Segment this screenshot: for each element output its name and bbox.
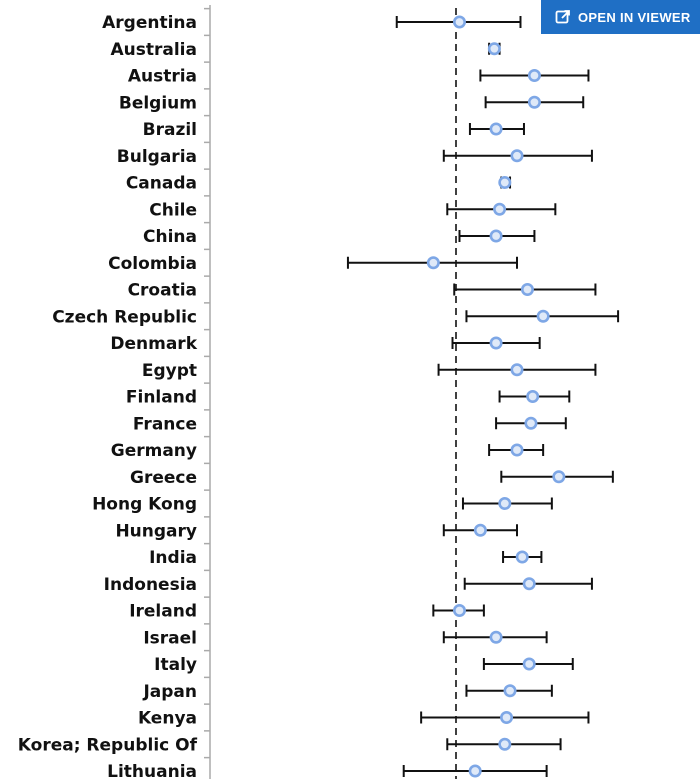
category-label: Hungary <box>115 521 197 541</box>
open-in-viewer-label: OPEN IN VIEWER <box>578 9 691 25</box>
category-label: Japan <box>142 682 197 702</box>
point-estimate[interactable] <box>500 710 514 724</box>
category-label: Indonesia <box>104 575 197 595</box>
point-estimate[interactable] <box>524 416 538 430</box>
point-estimate[interactable] <box>489 336 503 350</box>
point-estimate[interactable] <box>489 630 503 644</box>
category-label: Chile <box>149 200 197 220</box>
category-label: Australia <box>111 40 198 60</box>
category-label: Argentina <box>102 13 197 33</box>
point-estimate[interactable] <box>452 603 466 617</box>
category-label: Czech Republic <box>52 307 197 327</box>
point-estimate[interactable] <box>498 496 512 510</box>
point-estimate[interactable] <box>487 42 501 56</box>
open-external-icon <box>555 9 571 25</box>
category-label: China <box>143 227 197 247</box>
point-estimate[interactable] <box>520 282 534 296</box>
point-estimate[interactable] <box>526 389 540 403</box>
point-estimate[interactable] <box>493 202 507 216</box>
category-label: Finland <box>126 388 197 408</box>
open-in-viewer-button[interactable]: OPEN IN VIEWER <box>541 0 700 34</box>
category-label: Belgium <box>119 93 197 113</box>
category-label: France <box>133 414 197 434</box>
category-label: Hong Kong <box>92 495 197 515</box>
category-label: Colombia <box>108 254 197 274</box>
point-estimate[interactable] <box>473 523 487 537</box>
point-estimate[interactable] <box>515 550 529 564</box>
point-estimate[interactable] <box>536 309 550 323</box>
category-labels: Argentina Australia Austria Belgium Brazil Bu… <box>18 13 198 779</box>
category-label: Greece <box>130 468 197 488</box>
y-axis <box>204 5 211 779</box>
point-estimate[interactable] <box>510 149 524 163</box>
category-label: Austria <box>128 67 197 87</box>
point-estimate[interactable] <box>522 577 536 591</box>
point-estimate[interactable] <box>498 176 512 190</box>
category-label: Lithuania <box>107 762 197 779</box>
point-estimate[interactable] <box>452 15 466 29</box>
category-label: India <box>149 548 197 568</box>
category-label: Brazil <box>143 120 197 140</box>
point-estimate[interactable] <box>489 122 503 136</box>
category-label: Ireland <box>129 602 197 622</box>
point-estimate[interactable] <box>527 69 541 83</box>
point-estimate[interactable] <box>498 737 512 751</box>
point-estimate[interactable] <box>426 256 440 270</box>
point-estimate[interactable] <box>510 443 524 457</box>
category-label: Italy <box>154 655 197 675</box>
category-label: Canada <box>126 174 197 194</box>
point-estimate[interactable] <box>552 470 566 484</box>
point-estimate[interactable] <box>468 764 482 778</box>
point-estimate[interactable] <box>503 684 517 698</box>
error-bars <box>346 16 620 777</box>
category-label: Israel <box>143 628 197 648</box>
category-label: Bulgaria <box>117 147 197 167</box>
category-label: Germany <box>111 441 197 461</box>
point-estimate[interactable] <box>527 95 541 109</box>
category-label: Denmark <box>110 334 197 354</box>
point-estimate[interactable] <box>522 657 536 671</box>
point-estimate[interactable] <box>489 229 503 243</box>
category-label: Croatia <box>128 281 197 301</box>
point-estimate[interactable] <box>510 363 524 377</box>
category-label: Kenya <box>138 709 197 729</box>
point-estimates <box>426 15 566 778</box>
category-label: Egypt <box>142 361 197 381</box>
category-label: Korea; Republic Of <box>18 735 198 755</box>
